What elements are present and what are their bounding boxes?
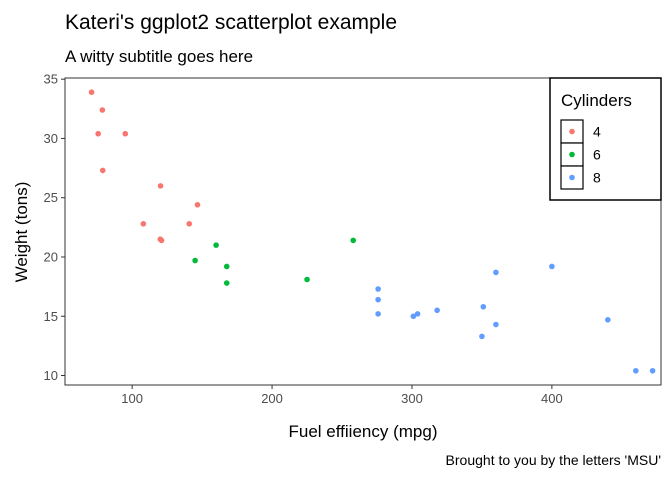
data-point-cyl-8 [493, 321, 499, 328]
data-points [88, 89, 656, 374]
data-point-cyl-6 [304, 276, 310, 283]
data-point-cyl-6 [223, 280, 230, 286]
data-point-cyl-6 [192, 257, 198, 264]
data-point-cyl-8 [479, 333, 485, 340]
data-point-cyl-8 [633, 367, 639, 374]
data-point-cyl-8 [414, 311, 421, 317]
data-point-cyl-4 [194, 202, 201, 208]
data-point-cyl-4 [157, 183, 164, 189]
data-point-cyl-8 [375, 286, 381, 292]
data-point-cyl-8 [605, 317, 611, 323]
x-tick-label: 200 [261, 391, 283, 406]
legend-title: Cylinders [561, 91, 632, 110]
data-point-cyl-8 [375, 296, 381, 303]
data-point-cyl-6 [213, 242, 219, 248]
data-point-cyl-4 [186, 220, 193, 227]
y-axis-title: Weight (tons) [12, 182, 31, 283]
y-tick-label: 15 [44, 309, 58, 324]
legend: Cylinders 4 6 8 [549, 77, 662, 201]
x-tick-label: 300 [401, 391, 423, 406]
x-axis-title: Fuel effiiency (mpg) [289, 422, 438, 441]
data-point-cyl-4 [88, 89, 95, 96]
y-tick-label: 20 [44, 249, 58, 264]
chart-caption: Brought to you by the letters 'MSU' [446, 452, 661, 468]
y-tick-label: 35 [44, 72, 58, 87]
y-axis: 10 15 20 25 30 35 [44, 72, 65, 383]
data-point-cyl-8 [480, 303, 487, 310]
data-point-cyl-8 [434, 307, 440, 314]
data-point-cyl-4 [95, 130, 101, 137]
x-tick-label: 100 [121, 391, 143, 406]
data-point-cyl-8 [649, 367, 656, 374]
y-tick-label: 10 [44, 368, 58, 383]
chart-title: Kateri's ggplot2 scatterplot example [65, 11, 397, 34]
legend-key-6 [569, 151, 575, 158]
chart-subtitle: A witty subtitle goes here [65, 47, 253, 66]
legend-label: 4 [593, 124, 601, 140]
legend-key-8 [569, 174, 575, 181]
data-point-cyl-4 [122, 130, 129, 137]
data-point-cyl-8 [549, 263, 555, 270]
data-point-cyl-4 [140, 220, 147, 227]
data-point-cyl-4 [99, 167, 106, 174]
x-axis: 100 200 300 400 [121, 385, 563, 406]
data-point-cyl-6 [350, 237, 357, 244]
data-point-cyl-8 [375, 311, 381, 317]
data-point-cyl-4 [99, 107, 106, 113]
plot-panel-border [64, 77, 662, 386]
legend-entries: 4 6 8 [560, 119, 601, 190]
data-point-cyl-8 [493, 269, 499, 276]
legend-label: 6 [593, 147, 601, 163]
x-tick-label: 400 [541, 391, 563, 406]
y-tick-label: 30 [44, 131, 58, 146]
legend-label: 8 [593, 170, 601, 186]
data-point-cyl-8 [410, 313, 417, 320]
data-point-cyl-4 [158, 237, 165, 244]
legend-key-4 [569, 128, 575, 135]
y-tick-label: 25 [44, 190, 58, 205]
data-point-cyl-6 [223, 263, 230, 270]
